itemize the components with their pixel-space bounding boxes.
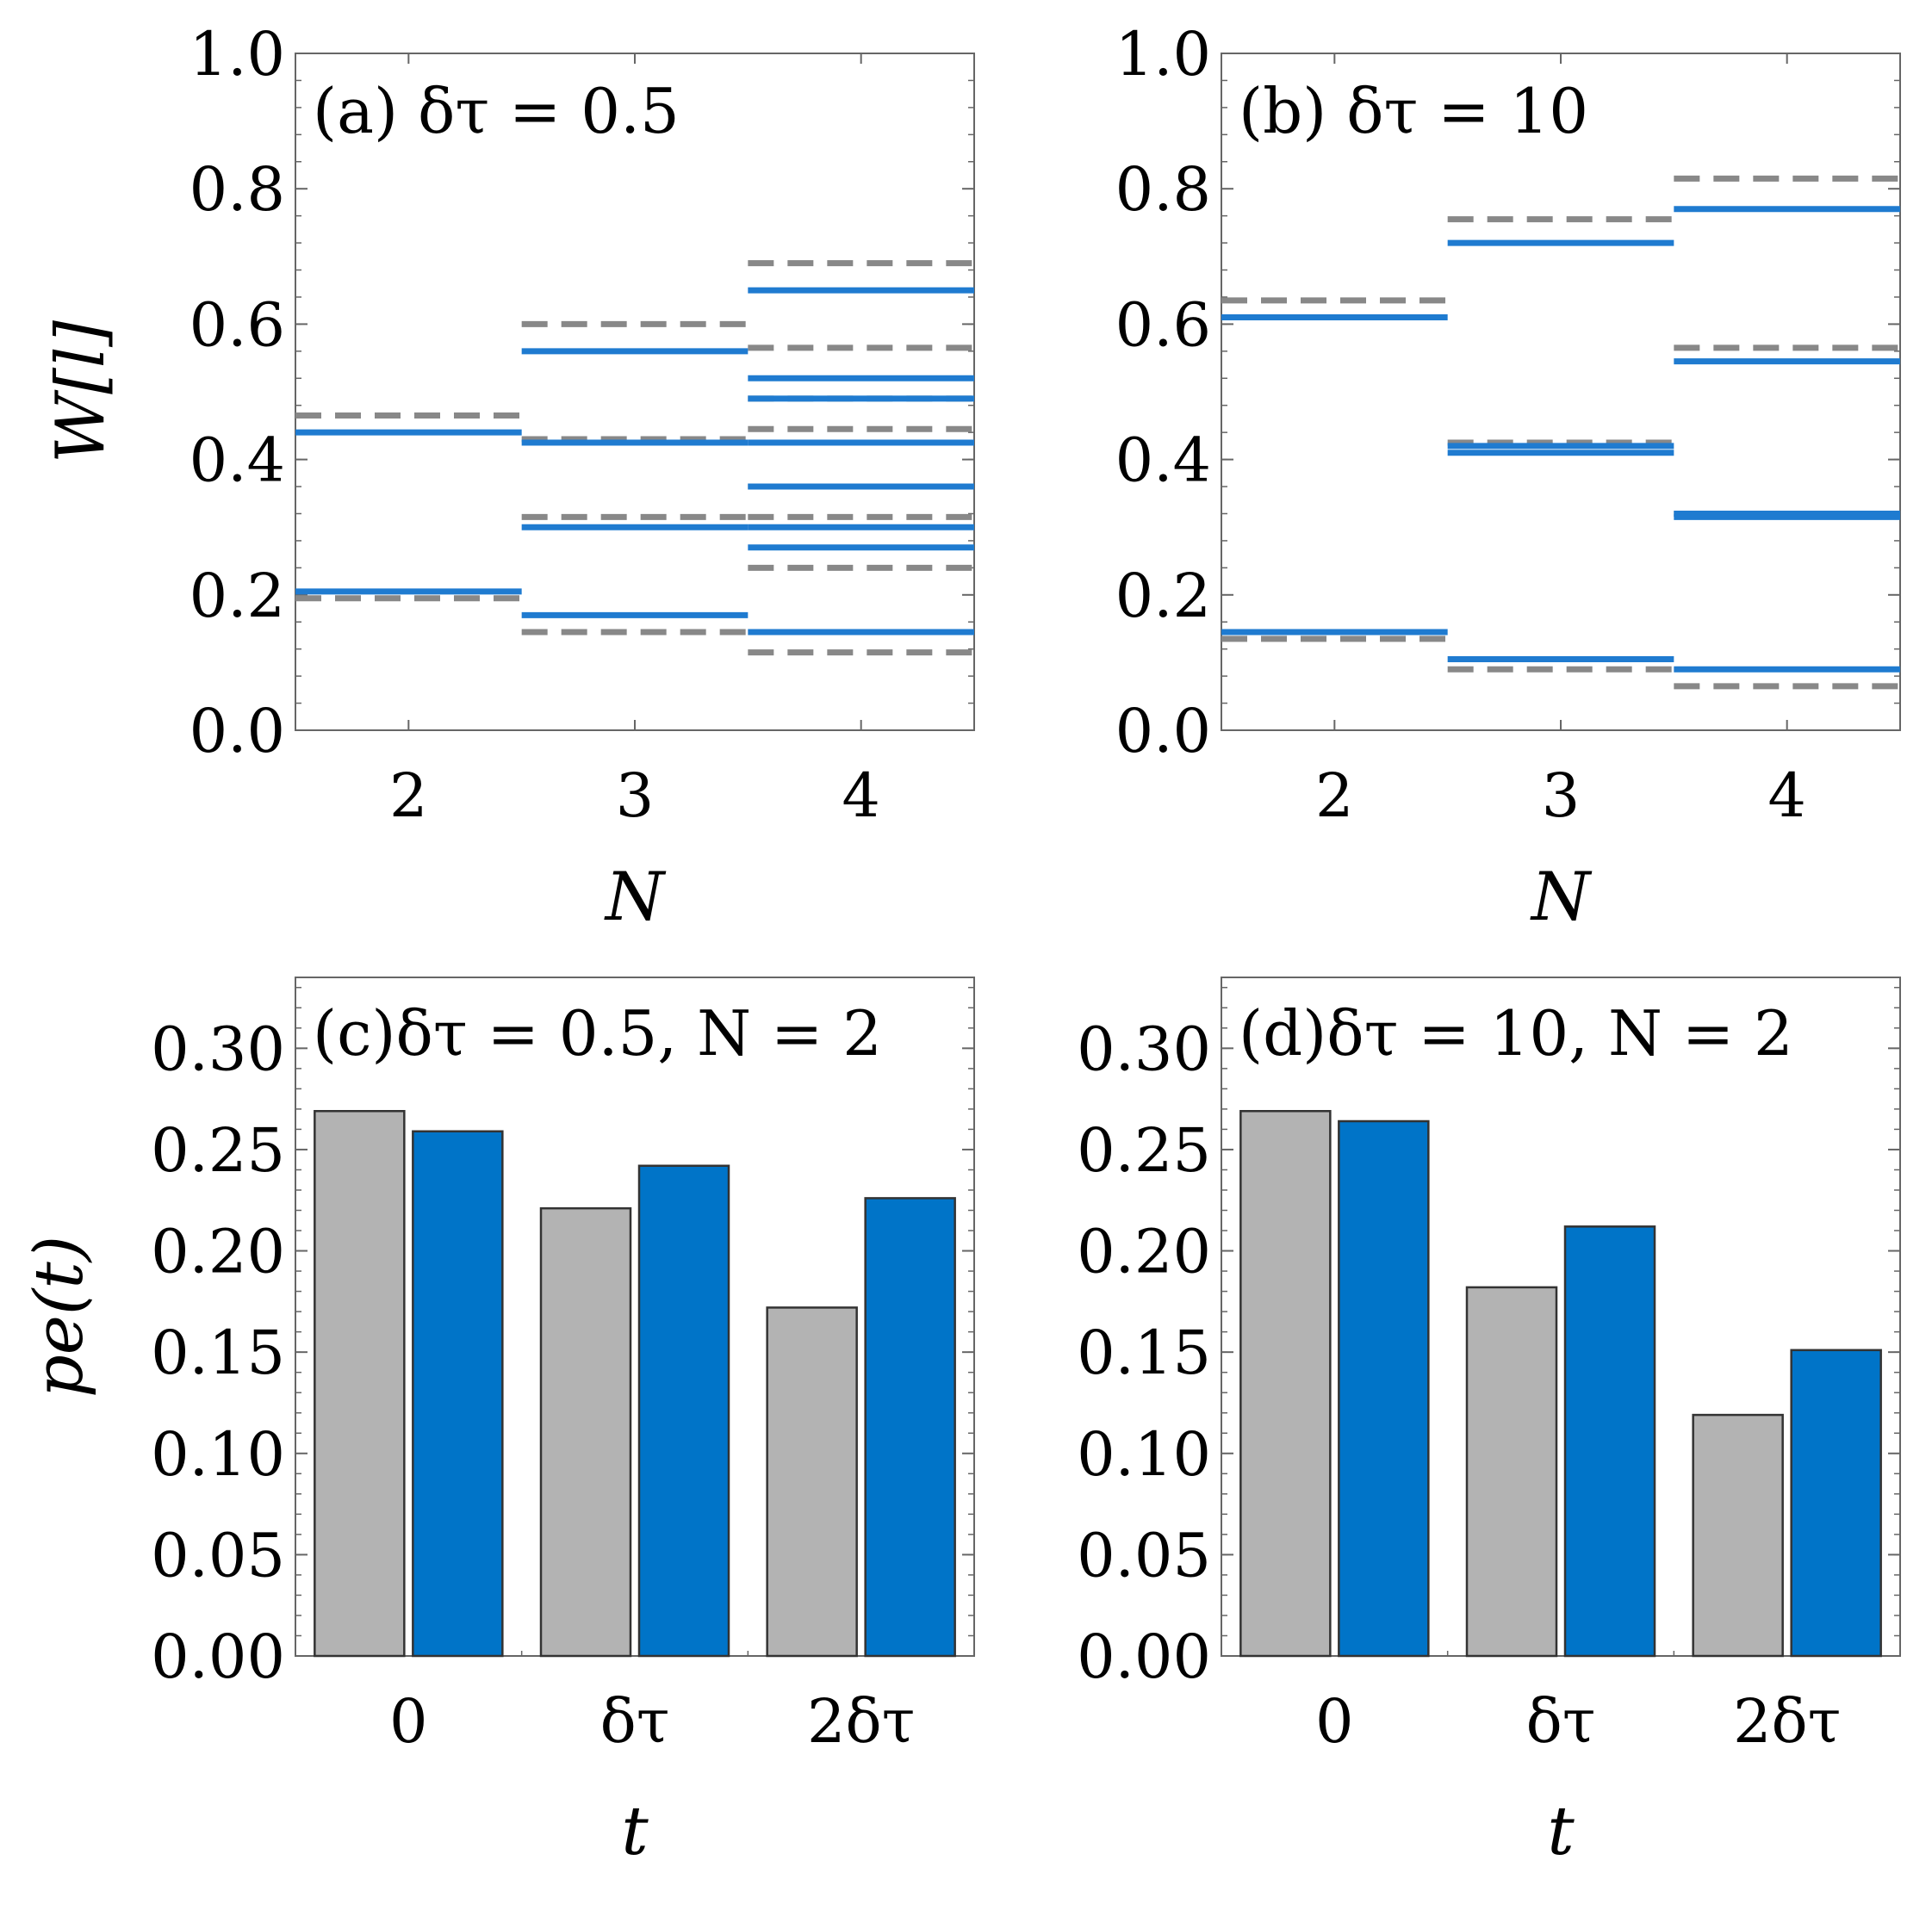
y-tick-label: 0.30 — [151, 1014, 285, 1084]
blue-bar — [1790, 1349, 1882, 1658]
panel-title: (a) δτ = 0.5 — [313, 75, 680, 147]
x-tick-label: 0 — [389, 1686, 428, 1757]
y-tick-label: 0.2 — [1115, 561, 1211, 631]
y-tick-label: 0.0 — [1115, 696, 1211, 766]
blue-bar — [1338, 1119, 1430, 1658]
gray-bar — [1465, 1286, 1558, 1658]
y-tick-label: 0.05 — [1077, 1520, 1211, 1591]
panel-title: (b) δτ = 10 — [1239, 75, 1588, 147]
y-tick-label: 0.20 — [151, 1217, 285, 1287]
blue-bar — [864, 1197, 956, 1658]
gray-bar — [314, 1109, 406, 1658]
x-tick-label: δτ — [1526, 1686, 1596, 1757]
blue-bar — [637, 1164, 730, 1658]
x-tick-label: 4 — [842, 760, 880, 831]
x-axis-title: N — [604, 859, 667, 936]
x-tick-label: 2 — [389, 760, 428, 831]
blue-bar — [412, 1130, 504, 1658]
plot-frame — [295, 977, 975, 1657]
panel-title: (d)δτ = 10, N = 2 — [1239, 997, 1793, 1070]
blue-bar — [1563, 1225, 1656, 1658]
x-tick-label: 2 — [1315, 760, 1354, 831]
y-tick-label: 0.15 — [151, 1318, 285, 1388]
x-tick-label: 3 — [616, 760, 655, 831]
x-axis-title: N — [1530, 859, 1593, 936]
y-tick-label: 0.6 — [189, 289, 285, 360]
y-tick-label: 0.4 — [189, 425, 285, 496]
y-tick-label: 0.15 — [1077, 1318, 1211, 1388]
y-tick-label: 0.4 — [1115, 425, 1211, 496]
x-axis-title: t — [1547, 1793, 1575, 1870]
y-tick-label: 0.10 — [1077, 1419, 1211, 1490]
y-tick-label: 0.0 — [189, 696, 285, 766]
x-tick-label: 3 — [1542, 760, 1581, 831]
panel-c: 0.00 0.05 0.10 0.15 0.20 0.25 0.30 0 δτ 2δτ (c)δτ … — [21, 977, 975, 1870]
y-axis-title: pe(t) — [21, 1236, 98, 1398]
gray-bar — [539, 1206, 632, 1658]
panel-d: 0.00 0.05 0.10 0.15 0.20 0.25 0.30 0 δτ 2δτ (d)δτ … — [1077, 977, 1901, 1870]
y-tick-label: 0.2 — [189, 561, 285, 631]
y-tick-label: 0.25 — [151, 1115, 285, 1186]
panel-b: 0.0 0.2 0.4 0.6 0.8 1.0 2 3 4 (b) δτ = 10 N — [1115, 19, 1901, 936]
x-tick-label: 2δτ — [807, 1686, 915, 1757]
x-tick-label: 2δτ — [1733, 1686, 1841, 1757]
y-tick-label: 1.0 — [1115, 19, 1211, 90]
panel-title: (c)δτ = 0.5, N = 2 — [313, 997, 882, 1070]
y-tick-label: 0.8 — [189, 154, 285, 225]
y-tick-label: 0.10 — [151, 1419, 285, 1490]
y-tick-label: 0.30 — [1077, 1014, 1211, 1084]
panel-a: 0.0 0.2 0.4 0.6 0.8 1.0 2 3 4 (a) δτ = 0.5 N W[l] — [42, 19, 975, 936]
y-tick-label: 0.05 — [151, 1520, 285, 1591]
gray-bar — [1239, 1109, 1332, 1658]
y-axis-title: W[l] — [42, 319, 120, 463]
y-tick-label: 0.8 — [1115, 154, 1211, 225]
gray-bar — [766, 1306, 858, 1658]
y-tick-label: 0.25 — [1077, 1115, 1211, 1186]
y-tick-label: 0.20 — [1077, 1217, 1211, 1287]
x-tick-label: 0 — [1315, 1686, 1354, 1757]
plot-frame — [1221, 977, 1901, 1657]
y-tick-label: 1.0 — [189, 19, 285, 90]
y-tick-label: 0.00 — [151, 1622, 285, 1692]
y-tick-label: 0.6 — [1115, 289, 1211, 360]
x-tick-label: 4 — [1767, 760, 1806, 831]
y-tick-label: 0.00 — [1077, 1622, 1211, 1692]
x-tick-label: δτ — [600, 1686, 670, 1757]
gray-bar — [1692, 1413, 1784, 1658]
x-axis-title: t — [621, 1793, 649, 1870]
